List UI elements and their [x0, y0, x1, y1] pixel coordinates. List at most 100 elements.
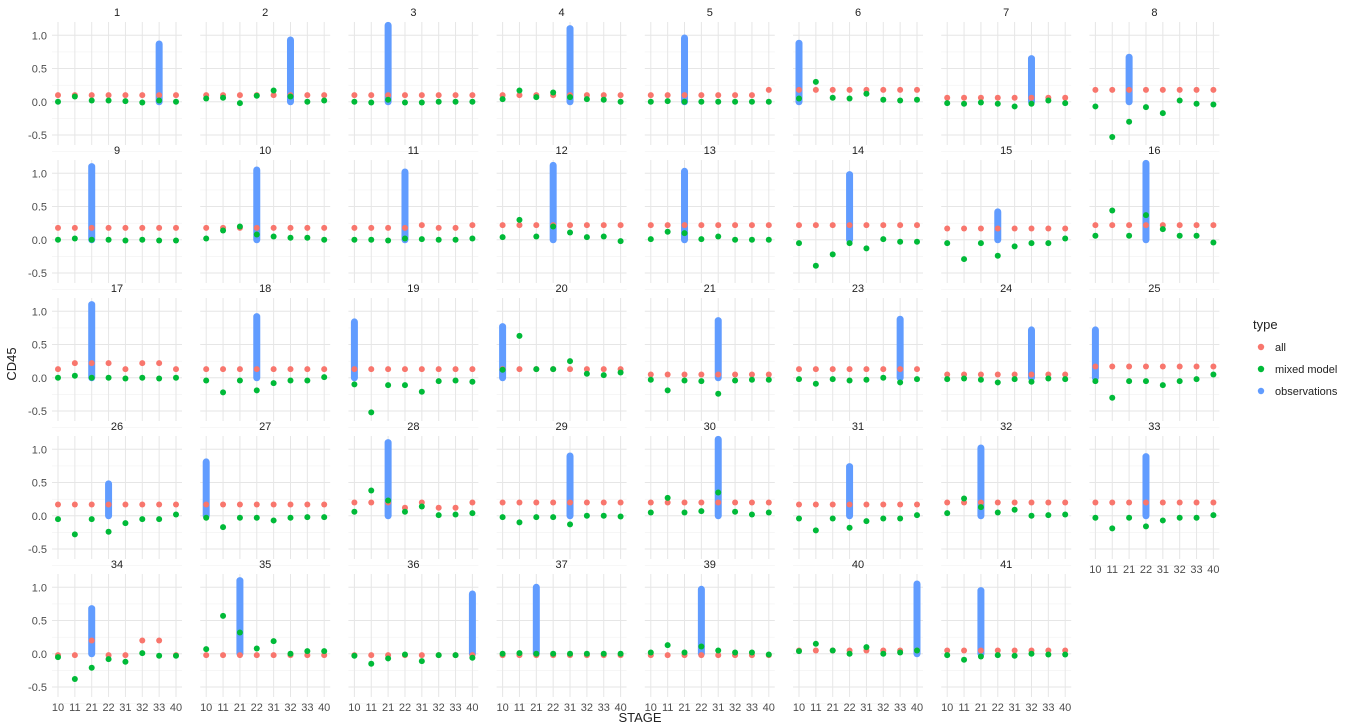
- mixed-model-point: [1062, 511, 1069, 518]
- mixed-model-point: [452, 652, 459, 659]
- x-tick-label: 22: [399, 702, 411, 714]
- mixed-model-point: [914, 238, 920, 245]
- all-point: [139, 92, 146, 99]
- all-point: [203, 501, 210, 508]
- all-point: [846, 366, 853, 373]
- all-point: [600, 222, 607, 229]
- mixed-model-point: [122, 520, 129, 527]
- all-point: [1062, 225, 1069, 232]
- facet-label: 14: [852, 145, 864, 157]
- all-point: [994, 499, 1001, 506]
- mixed-model-point: [236, 377, 243, 384]
- mixed-model-point: [533, 366, 540, 373]
- mixed-model-point: [173, 652, 179, 659]
- mixed-model-point: [173, 98, 179, 105]
- facet-label: 10: [259, 145, 271, 157]
- mixed-model-point: [270, 380, 277, 387]
- mixed-model-point: [321, 97, 328, 104]
- mixed-model-point: [368, 409, 375, 416]
- all-point: [105, 224, 112, 231]
- all-point: [1159, 363, 1166, 370]
- all-point: [796, 366, 802, 373]
- all-point: [1126, 86, 1133, 93]
- facet-label: 2: [262, 7, 268, 19]
- mixed-model-point: [715, 98, 722, 105]
- facet-panel: 5: [644, 7, 775, 152]
- all-point: [550, 499, 557, 506]
- x-tick-label: 32: [581, 702, 593, 714]
- mixed-model-point: [1210, 101, 1217, 108]
- mixed-model-point: [1210, 371, 1217, 378]
- all-point: [1126, 499, 1133, 506]
- mixed-model-point: [897, 379, 904, 386]
- all-point: [994, 225, 1001, 232]
- mixed-model-point: [1092, 378, 1099, 385]
- all-point: [469, 92, 476, 99]
- all-point: [1142, 363, 1149, 370]
- mixed-model-point: [71, 676, 78, 683]
- mixed-model-point: [1045, 240, 1052, 247]
- mixed-model-point: [880, 515, 887, 522]
- x-tick-label: 21: [86, 702, 98, 714]
- mixed-model-point: [122, 375, 129, 382]
- y-tick-label: 0.0: [32, 373, 47, 385]
- facet-panel: 15: [941, 145, 1072, 290]
- mixed-model-point: [418, 99, 425, 106]
- all-point: [977, 371, 984, 378]
- mixed-model-point: [304, 514, 311, 521]
- all-point: [647, 371, 654, 378]
- all-point: [435, 366, 442, 373]
- mixed-model-point: [1193, 232, 1200, 239]
- all-point: [812, 501, 819, 508]
- mixed-model-point: [961, 256, 968, 263]
- mixed-model-point: [351, 98, 358, 105]
- all-point: [236, 501, 243, 508]
- mixed-model-point: [516, 87, 523, 94]
- all-point: [1159, 86, 1166, 93]
- mixed-model-point: [681, 377, 688, 384]
- mixed-model-point: [156, 237, 163, 244]
- all-point: [122, 224, 129, 231]
- all-point: [368, 499, 375, 506]
- all-point: [1028, 94, 1035, 101]
- mixed-model-point: [385, 237, 392, 244]
- x-tick-label: 40: [466, 702, 478, 714]
- all-point: [880, 86, 887, 93]
- mixed-model-point: [914, 647, 920, 654]
- facet-panel: 14: [793, 145, 923, 290]
- x-tick-label: 11: [958, 702, 969, 714]
- mixed-model-point: [846, 240, 853, 247]
- facet-label: 13: [704, 145, 716, 157]
- mixed-model-point: [55, 236, 61, 243]
- x-tick-label: 32: [136, 702, 148, 714]
- all-point: [220, 366, 227, 373]
- facet-label: 4: [559, 7, 565, 19]
- all-point: [1109, 222, 1116, 229]
- mixed-model-point: [304, 98, 311, 105]
- all-point: [71, 652, 78, 659]
- mixed-model-point: [961, 375, 968, 382]
- mixed-model-point: [253, 514, 260, 521]
- all-point: [139, 501, 146, 508]
- mixed-model-point: [533, 514, 540, 521]
- all-point: [1011, 94, 1018, 101]
- y-tick-label: 1.0: [32, 30, 47, 42]
- mixed-model-point: [1193, 100, 1200, 107]
- all-point: [499, 222, 506, 229]
- all-point: [796, 501, 802, 508]
- y-tick-label: -0.5: [28, 406, 47, 418]
- all-point: [71, 360, 78, 367]
- mixed-model-point: [220, 524, 227, 531]
- mixed-model-point: [88, 374, 95, 381]
- mixed-model-point: [698, 643, 705, 650]
- mixed-model-point: [617, 650, 624, 657]
- all-point: [600, 92, 607, 99]
- mixed-model-point: [1045, 375, 1052, 382]
- mixed-model-point: [863, 644, 870, 651]
- facet-label: 27: [259, 421, 271, 433]
- mixed-model-point: [270, 233, 277, 240]
- mixed-model-point: [71, 372, 78, 379]
- mixed-model-point: [1028, 240, 1035, 247]
- facet-label: 12: [555, 145, 567, 157]
- y-tick-label: -0.5: [28, 130, 47, 142]
